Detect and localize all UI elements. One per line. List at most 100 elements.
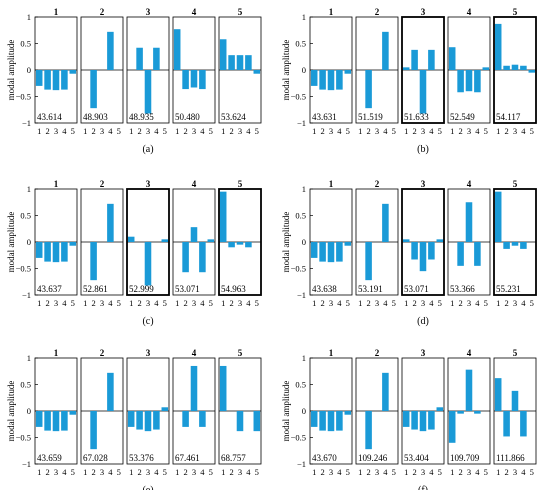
panel-frame (447, 16, 491, 124)
bar-node-4 (61, 70, 68, 90)
frequency-label: 51.519 (358, 112, 383, 122)
bar-node-4 (245, 55, 252, 70)
bar-node-2 (182, 411, 189, 427)
bar-node-4 (199, 70, 206, 90)
mode-number: 4 (192, 7, 197, 17)
x-tick-label: 5 (438, 298, 442, 308)
y-tick-label: −0.5 (16, 92, 31, 102)
frequency-label: 53.376 (129, 453, 154, 463)
bar-node-5 (344, 70, 352, 74)
x-tick-label: 4 (337, 126, 342, 136)
y-tick-label: 0 (302, 65, 306, 75)
bar-node-3 (52, 411, 60, 432)
mode-number: 5 (513, 348, 518, 358)
frequency-label: 67.461 (175, 453, 200, 463)
panel-frame (80, 188, 124, 296)
frequency-label: 52.861 (83, 284, 108, 294)
panel-frame-highlighted (218, 188, 262, 296)
bar-node-5 (161, 239, 169, 242)
frequency-label: 67.028 (83, 453, 108, 463)
x-tick-label: 3 (513, 126, 517, 136)
x-tick-label: 5 (209, 126, 213, 136)
y-tick-label: 1 (302, 353, 306, 363)
y-tick-label: 1 (302, 12, 306, 22)
panel-frame (355, 188, 399, 296)
bar-node-3 (465, 369, 473, 411)
bar-node-2 (503, 242, 510, 249)
bar-node-4 (199, 411, 206, 427)
bar-node-3 (327, 242, 335, 263)
panel-frame (172, 188, 216, 296)
y-tick-label: −1 (297, 118, 306, 128)
x-tick-label: 3 (467, 298, 471, 308)
bar-node-1 (219, 191, 227, 242)
y-tick-label: −1 (22, 290, 31, 300)
bar-node-4 (61, 242, 68, 262)
x-tick-label: 2 (137, 467, 141, 477)
bar-node-4 (428, 411, 435, 430)
mode-number: 3 (421, 179, 426, 189)
bar-node-1 (219, 365, 227, 411)
mode-number: 4 (467, 7, 472, 17)
y-tick-label: 0.5 (20, 380, 31, 390)
x-tick-label: 2 (504, 298, 508, 308)
x-tick-label: 5 (392, 126, 396, 136)
frequency-label: 50.480 (175, 112, 200, 122)
mode-number: 1 (329, 348, 334, 358)
x-tick-label: 2 (458, 467, 462, 477)
mode-number: 4 (467, 348, 472, 358)
x-tick-label: 5 (438, 126, 442, 136)
bar-node-5 (207, 239, 215, 242)
x-tick-label: 5 (255, 298, 259, 308)
bar-node-5 (253, 70, 261, 74)
panel-frame-highlighted (126, 188, 170, 296)
bar-node-4 (382, 372, 389, 411)
panel-frame (218, 16, 262, 124)
x-tick-label: 2 (412, 298, 416, 308)
panel-frame (34, 357, 78, 465)
bar-node-4 (474, 411, 481, 414)
x-tick-label: 3 (100, 126, 104, 136)
x-tick-label: 3 (238, 467, 242, 477)
x-tick-label: 3 (192, 298, 196, 308)
x-tick-label: 4 (475, 298, 480, 308)
x-tick-label: 5 (71, 126, 75, 136)
bar-node-5 (528, 70, 536, 73)
bar-node-1 (402, 239, 410, 242)
bar-node-2 (503, 65, 510, 70)
frequency-label: 109.246 (358, 453, 388, 463)
mode-number: 1 (54, 7, 59, 17)
bar-node-1 (448, 47, 456, 70)
frequency-label: 55.231 (496, 284, 521, 294)
bar-node-2 (90, 411, 97, 450)
y-tick-label: −0.5 (16, 264, 31, 274)
panel-frame (309, 16, 353, 124)
frequency-label: 48.903 (83, 112, 108, 122)
x-tick-label: 4 (154, 126, 159, 136)
frequency-label: 43.631 (312, 112, 337, 122)
x-tick-label: 4 (475, 467, 480, 477)
x-tick-label: 1 (358, 126, 362, 136)
x-tick-label: 4 (62, 467, 67, 477)
bar-node-2 (228, 242, 235, 248)
x-tick-label: 3 (146, 298, 150, 308)
x-tick-label: 2 (183, 467, 187, 477)
y-tick-label: −1 (22, 118, 31, 128)
x-tick-label: 1 (37, 126, 41, 136)
y-tick-label: 0 (27, 406, 31, 416)
mode-number: 5 (513, 179, 518, 189)
panel-frame (493, 357, 537, 465)
frequency-label: 43.670 (312, 453, 337, 463)
subfigure-label: (d) (417, 316, 429, 327)
bar-node-4 (520, 242, 527, 249)
x-tick-label: 2 (137, 298, 141, 308)
mode-number: 5 (238, 348, 243, 358)
bar-node-1 (448, 411, 456, 443)
x-tick-label: 5 (484, 126, 488, 136)
